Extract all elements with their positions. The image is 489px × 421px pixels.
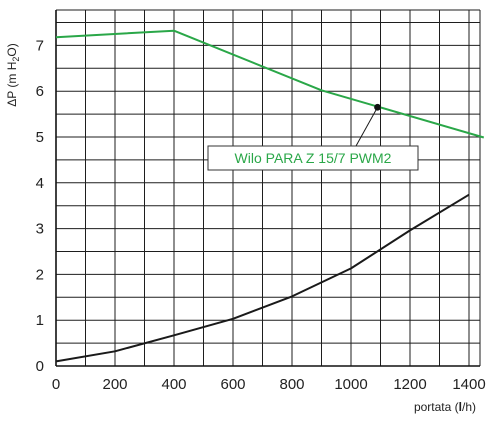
x-tick-label: 400 <box>161 376 186 393</box>
y-tick-label: 2 <box>36 266 44 283</box>
series-line-circuit-curve <box>55 193 470 363</box>
x-tick-label: 1200 <box>393 376 426 393</box>
y-tick-label: 5 <box>36 129 44 146</box>
x-axis-title: portata (l/h) <box>414 400 476 414</box>
annotation: Wilo PARA Z 15/7 PWM2 <box>207 103 419 171</box>
x-tick-label: 1400 <box>452 376 485 393</box>
grid-lines <box>55 9 481 367</box>
annotation-marker <box>374 103 381 111</box>
y-tick-label: 3 <box>36 221 44 238</box>
y-tick-label: 7 <box>36 37 44 54</box>
y-tick-label: 6 <box>36 83 44 100</box>
y-axis-title: ΔP (m H2O) <box>5 43 21 107</box>
legend-label: Wilo PARA Z 15/7 PWM2 <box>235 150 392 166</box>
x-tick-label: 200 <box>102 376 127 393</box>
x-tick-label: 600 <box>220 376 245 393</box>
tick-labels: 0 200 400 600 800 1000 1200 1400 0 1 2 3 4 5 6 7 <box>36 37 486 393</box>
series-line-pump-curve <box>55 29 485 139</box>
legend-box <box>207 145 419 171</box>
series-lines <box>55 29 485 363</box>
y-tick-label: 4 <box>36 175 44 192</box>
x-tick-label: 0 <box>52 376 60 393</box>
x-tick-label: 1000 <box>334 376 367 393</box>
x-tick-label: 800 <box>279 376 304 393</box>
y-tick-label: 0 <box>36 358 44 375</box>
annotation-leader-line <box>355 106 378 147</box>
y-tick-label: 1 <box>36 312 44 329</box>
